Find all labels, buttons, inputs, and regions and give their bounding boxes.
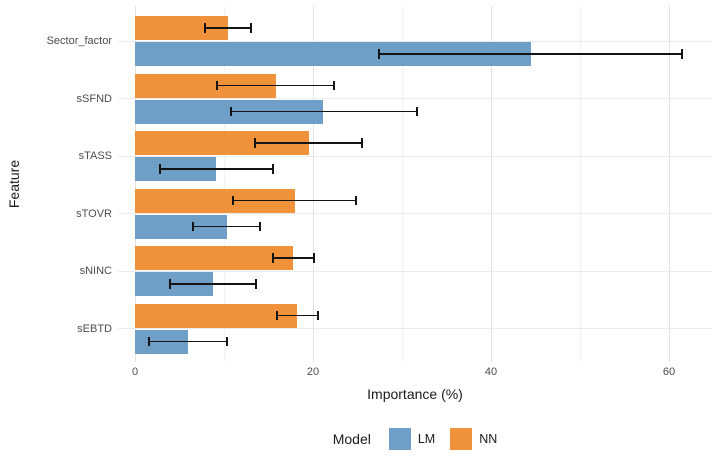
category-label-sSFND: sSFND [76, 92, 112, 105]
errorbar-nn-sSFND [216, 84, 335, 87]
x-tick-label-60: 60 [662, 366, 676, 378]
errorbar-nn-sTASS [255, 142, 362, 144]
legend: Model LM NN [118, 424, 712, 454]
errorbar-cap-hi-lm-Sector_factor [681, 49, 684, 59]
gridline-x-minor-10 [224, 6, 225, 362]
x-axis-title: Importance (%) [367, 386, 463, 402]
plot-panel [118, 6, 712, 362]
errorbar-cap-hi-lm-sTOVR [258, 221, 261, 232]
legend-label-nn: NN [479, 432, 498, 446]
errorbar-cap-hi-nn-sSFND [333, 80, 336, 91]
errorbar-cap-lo-nn-sTASS [254, 138, 257, 148]
gridline-x-0 [135, 6, 136, 362]
gridline-x-minor-30 [402, 6, 403, 362]
errorbar-cap-lo-lm-Sector_factor [377, 49, 380, 59]
errorbar-cap-hi-nn-sEBTD [317, 310, 320, 321]
category-label-sTASS: sTASS [78, 150, 112, 162]
errorbar-lm-sTASS [159, 168, 273, 170]
gridline-y-sNINC [118, 270, 712, 272]
legend-title: Model [332, 431, 371, 447]
y-axis-title: Feature [6, 159, 22, 209]
errorbar-cap-lo-nn-Sector_factor [204, 23, 207, 33]
errorbar-cap-lo-nn-sSFND [215, 80, 218, 91]
bar-nn-sEBTD [135, 303, 297, 328]
category-label-sEBTD: sEBTD [77, 322, 112, 335]
errorbar-cap-hi-lm-sNINC [255, 279, 258, 289]
x-tick-label-0: 0 [131, 366, 139, 378]
errorbar-cap-lo-lm-sEBTD [148, 336, 151, 347]
category-label-Sector_factor: Sector_factor [46, 35, 112, 47]
errorbar-nn-sEBTD [277, 314, 319, 317]
gridline-x-40 [491, 6, 492, 362]
errorbar-nn-sNINC [272, 257, 314, 259]
errorbar-cap-hi-lm-sSFND [416, 106, 419, 117]
errorbar-cap-lo-nn-sTOVR [231, 195, 234, 206]
legend-swatch-lm [388, 428, 411, 450]
category-label-sTOVR: sTOVR [76, 207, 112, 220]
gridline-y-Sector_factor [118, 40, 712, 42]
gridline-x-60 [669, 6, 670, 362]
errorbar-nn-sTOVR [232, 199, 356, 202]
errorbar-lm-sNINC [169, 283, 257, 285]
errorbar-lm-sSFND [231, 110, 418, 113]
gridline-x-20 [313, 6, 314, 362]
errorbar-cap-lo-nn-sEBTD [276, 310, 279, 321]
errorbar-lm-sTOVR [192, 225, 260, 228]
errorbar-cap-lo-nn-sNINC [271, 253, 274, 263]
legend-label-lm: LM [417, 432, 436, 446]
errorbar-cap-hi-nn-sTASS [360, 138, 363, 148]
errorbar-cap-hi-lm-sEBTD [225, 336, 228, 347]
errorbar-cap-hi-lm-sTASS [271, 164, 274, 174]
category-label-sNINC: sNINC [79, 265, 112, 277]
gridline-y-sTASS [118, 155, 712, 157]
legend-item-nn: NN [450, 428, 497, 450]
errorbar-cap-hi-nn-sNINC [312, 253, 315, 263]
errorbar-cap-lo-lm-sTASS [158, 164, 161, 174]
errorbar-lm-sEBTD [149, 340, 227, 343]
errorbar-lm-Sector_factor [378, 53, 683, 55]
gridline-y-sEBTD [118, 328, 712, 329]
gridline-y-sSFND [118, 98, 712, 99]
bar-nn-sNINC [135, 246, 294, 270]
gridline-y-sTOVR [118, 213, 712, 214]
x-tick-label-40: 40 [484, 366, 498, 378]
errorbar-cap-lo-lm-sNINC [168, 279, 171, 289]
legend-item-lm: LM [388, 428, 436, 450]
legend-swatch-nn [450, 428, 473, 450]
errorbar-nn-Sector_factor [205, 27, 251, 29]
gridline-x-minor-50 [580, 6, 581, 362]
errorbar-cap-lo-lm-sSFND [230, 106, 233, 117]
errorbar-cap-hi-nn-Sector_factor [249, 23, 252, 33]
errorbar-cap-hi-nn-sTOVR [354, 195, 357, 206]
x-tick-label-20: 20 [306, 366, 320, 378]
errorbar-cap-lo-lm-sTOVR [191, 221, 194, 232]
